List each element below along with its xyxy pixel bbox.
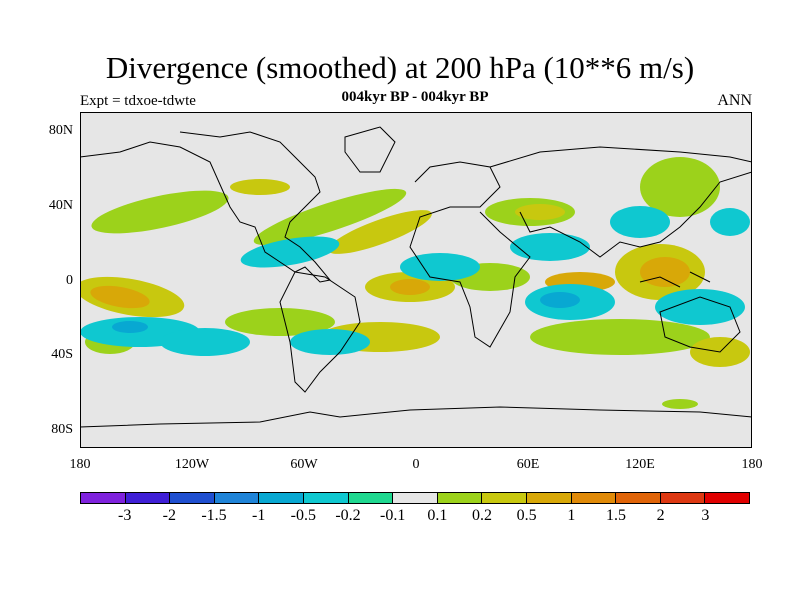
colorbar-swatch (259, 493, 304, 503)
field-patch (225, 308, 335, 336)
map-frame (80, 112, 752, 448)
field-patch (112, 321, 148, 333)
field-patch (253, 188, 407, 246)
field-patch (655, 289, 745, 325)
field-patch (540, 292, 580, 308)
field-patch (510, 233, 590, 261)
colorbar-swatch (437, 493, 483, 503)
field-patch (230, 179, 290, 195)
colorbar-swatch (125, 493, 171, 503)
field-patch (240, 236, 340, 268)
colorbar (80, 492, 750, 504)
colorbar-label: -0.5 (290, 507, 316, 524)
coast-asia (489, 146, 752, 258)
colorbar-swatch (348, 493, 394, 503)
colorbar-label: -1 (251, 507, 266, 524)
field-patch (328, 210, 432, 254)
lon-label-60w: 60W (290, 457, 318, 472)
coast-antarctica (80, 406, 752, 428)
colorbar-label: -1.5 (201, 507, 227, 524)
colorbar-label: 2 (656, 507, 665, 524)
lon-label-0: 0 (412, 457, 420, 472)
map-svg (80, 112, 752, 448)
field-patch (515, 204, 565, 220)
colorbar-swatch (81, 493, 126, 503)
colorbar-swatch (616, 493, 661, 503)
lon-label-120w: 120W (174, 457, 210, 472)
field-patch (640, 157, 720, 217)
colorbar-label: -0.2 (335, 507, 361, 524)
colorbar-swatch (482, 493, 527, 503)
field-patch (290, 329, 370, 355)
colorbar-label: -3 (117, 507, 132, 524)
field-patch (662, 399, 698, 409)
colorbar-swatch (214, 493, 260, 503)
plot-title: Divergence (smoothed) at 200 hPa (10**6 … (105, 50, 695, 85)
lat-label-80n: 80N (48, 123, 73, 138)
field-patch (390, 279, 430, 295)
colorbar-label: 1.5 (606, 507, 626, 524)
coast-south-america (279, 271, 361, 393)
lat-label-40n: 40N (48, 198, 73, 213)
field-patch (610, 206, 670, 238)
lat-label-0: 0 (66, 273, 73, 288)
plot-subtitle: 004kyr BP - 004kyr BP (341, 89, 489, 105)
field-patch (400, 253, 480, 281)
divergence-field (80, 157, 750, 409)
lon-label-180-west: 180 (69, 457, 91, 472)
field-patch (160, 328, 250, 356)
field-patch (710, 208, 750, 236)
colorbar-swatch (170, 493, 215, 503)
experiment-label: Expt = tdxoe-tdwte (80, 93, 196, 109)
colorbar-swatch (303, 493, 349, 503)
lon-label-180-east: 180 (741, 457, 763, 472)
lat-label-80s: 80S (51, 422, 73, 437)
colorbar-swatch (526, 493, 572, 503)
colorbar-label: 1 (567, 507, 576, 524)
lon-label-60e: 60E (516, 457, 540, 472)
lon-label-120e: 120E (625, 457, 655, 472)
colorbar-swatch (705, 493, 749, 503)
colorbar-label: 0.5 (516, 507, 537, 524)
colorbar-label: 0.2 (472, 507, 492, 524)
field-patch (91, 190, 229, 234)
field-patch (90, 285, 150, 309)
coast-indonesia (639, 271, 711, 288)
coast-australia (659, 296, 741, 353)
colorbar-label: -0.1 (379, 507, 406, 524)
colorbar-swatch (393, 493, 438, 503)
colorbar-label: 3 (701, 507, 710, 524)
field-patch (530, 319, 710, 355)
field-patch (640, 257, 690, 287)
coast-greenland (344, 126, 396, 173)
coast-north-america (80, 131, 331, 283)
season-label: ANN (717, 92, 752, 109)
colorbar-swatch (660, 493, 706, 503)
lat-label-40s: 40S (51, 347, 73, 362)
colorbar-swatch (571, 493, 617, 503)
divergence-map (80, 112, 752, 448)
colorbar-label: 0.1 (427, 507, 448, 524)
coastlines (80, 126, 752, 428)
colorbar-label: -2 (162, 507, 176, 524)
